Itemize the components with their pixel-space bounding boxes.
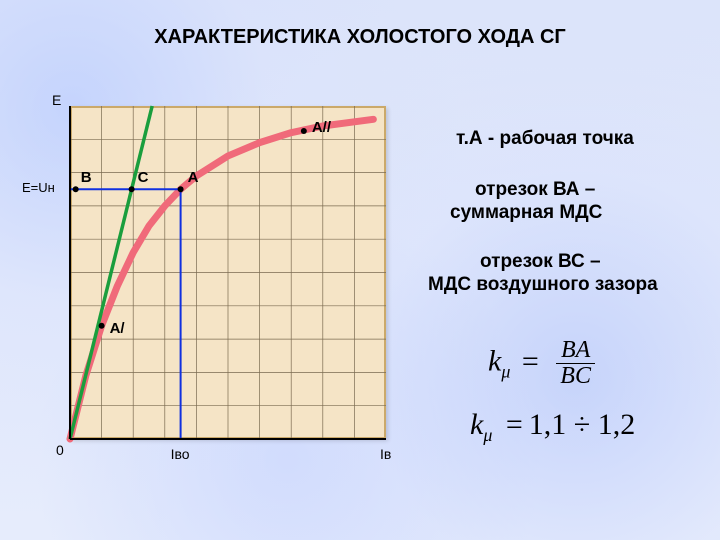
formula-k: k [488,345,501,378]
formula-ratio: kμ = BA BC [488,338,595,389]
annotation-bc-2: МДС воздушного зазора [428,273,658,297]
origin-label: 0 [56,442,64,458]
formula-eq2: = [506,408,523,441]
annotation-ba-2: суммарная МДС [450,201,602,225]
formula-k2: k [470,408,483,441]
chart-svg [58,100,398,456]
y-axis-label: E [52,92,61,108]
formula-num: BA [556,338,595,364]
point-label-A: A [188,169,199,186]
annotation-bc-1: отрезок ВС – [480,250,601,274]
formula-value: kμ =1,1 ÷ 1,2 [470,408,635,446]
formula-sub: μ [501,362,510,382]
page-title: ХАРАКТЕРИСТИКА ХОЛОСТОГО ХОДА СГ [0,26,720,49]
formula-eq: = [522,345,539,378]
x-mid-label: Iво [171,446,190,462]
point-label-C: C [138,169,149,186]
formula-fraction: BA BC [556,338,595,389]
chart-container: E E=Uн 0 Iво Iв BCAA/A// [58,100,398,456]
formula-den: BC [556,364,595,389]
x-end-label: Iв [380,446,391,462]
formula-sub2: μ [483,425,492,445]
point-label-A1: A/ [110,320,125,337]
y-level-label: E=Uн [22,180,55,195]
formula-val: 1,1 ÷ 1,2 [529,408,635,441]
annotation-working-point: т.А - рабочая точка [456,127,634,151]
point-label-B: B [81,169,92,186]
annotation-ba-1: отрезок ВА – [475,178,595,202]
point-label-A2: A// [312,119,331,136]
